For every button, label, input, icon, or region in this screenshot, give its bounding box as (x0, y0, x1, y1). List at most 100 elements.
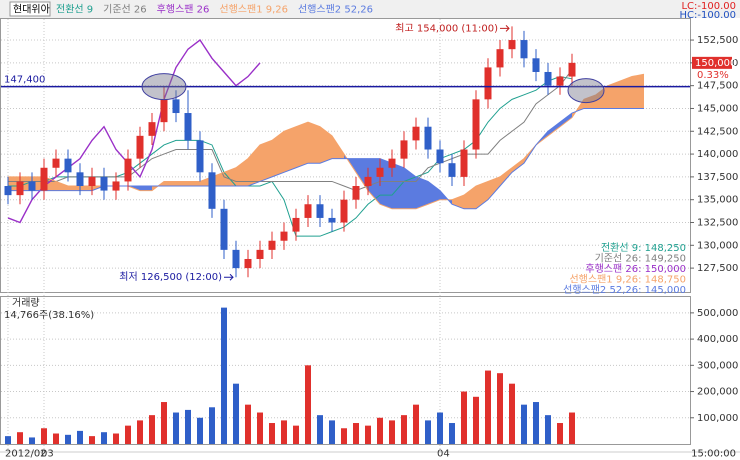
candle-body (280, 231, 288, 241)
indicator-line (7, 39, 261, 224)
volume-bar (101, 432, 107, 444)
candle-body (340, 199, 348, 223)
series-toggle[interactable]: 기준선 26 (103, 4, 147, 16)
candle-body (304, 204, 312, 218)
candle-body (484, 67, 492, 100)
candle-body (76, 172, 84, 187)
candle-body (172, 99, 180, 114)
low-annotation: 최저 126,500 (12:00) (119, 271, 222, 283)
stock-name: 현대위아 (13, 3, 50, 16)
y-tick-label: 152,500 (697, 35, 738, 46)
last-value-label: 기준선 26: 149,250 (595, 253, 686, 265)
volume-bar (245, 404, 251, 444)
last-value-label: 전환선 9: 148,250 (601, 242, 686, 254)
y-tick-label: 127,500 (697, 263, 738, 274)
candle-body (124, 158, 132, 182)
highlight-oval (567, 78, 605, 104)
last-value-label: 선행스팬1 9,26: 148,750 (569, 274, 686, 286)
candle-body (388, 158, 396, 168)
volume-bar (17, 432, 23, 444)
cloud-segment (416, 176, 428, 209)
candle-body (208, 172, 216, 209)
y-tick-label: 145,000 (697, 103, 738, 114)
y-tick-label: 135,000 (697, 195, 738, 206)
toolbar (0, 0, 740, 18)
candle-body (412, 126, 420, 141)
cloud-segment (188, 181, 200, 187)
y-tick-label: 300,000 (697, 360, 738, 371)
x-tick-label: 04 (437, 449, 450, 460)
price-pane (0, 18, 691, 293)
volume-bar (77, 430, 83, 444)
candle-body (232, 249, 240, 269)
volume-title: 거래량 (12, 297, 40, 309)
x-tick-label: 2012/02 (5, 449, 47, 460)
volume-bar (149, 415, 155, 444)
cloud-segment (332, 135, 344, 159)
volume-bar (413, 404, 419, 444)
volume-bar (365, 425, 371, 444)
candle-body (532, 58, 540, 72)
volume-bar (269, 423, 275, 444)
candle-body (316, 204, 324, 218)
candle-body (544, 71, 552, 86)
volume-bar (89, 436, 95, 444)
cloud-segment (464, 186, 476, 209)
candle-body (424, 126, 432, 150)
cloud-segment (224, 167, 236, 187)
volume-bar (197, 417, 203, 444)
series-toggle[interactable]: 선행스팬1 9,26 (219, 4, 288, 16)
cloud-segment (608, 81, 620, 109)
volume-bar (461, 391, 467, 444)
candle-body (40, 167, 48, 191)
candle-body (328, 217, 336, 223)
cloud-segment (320, 126, 332, 164)
volume-bar (209, 407, 215, 444)
volume-bar (233, 383, 239, 444)
candle-body (88, 176, 96, 187)
cloud-segment (140, 186, 152, 191)
volume-bar (533, 402, 539, 444)
price-tag (692, 56, 732, 69)
cloud-segment (512, 158, 524, 173)
candle-body (448, 163, 456, 177)
candle-body (256, 249, 264, 259)
high-annotation: 최고 154,000 (11:00) (395, 22, 498, 34)
series-toggle[interactable]: 후행스팬 26 (157, 4, 210, 16)
cloud-segment (68, 186, 80, 191)
volume-bar (497, 373, 503, 444)
stock-box[interactable] (9, 1, 51, 17)
cloud-segment (308, 122, 320, 164)
volume-pane (0, 296, 691, 445)
volume-bar (341, 428, 347, 444)
cloud-segment (296, 122, 308, 168)
volume-bar (305, 365, 311, 444)
volume-subtitle: 14,766주(38.16%) (4, 310, 94, 321)
candle-body (472, 99, 480, 150)
x-tick-label: 03 (41, 449, 54, 460)
series-toggle[interactable]: 선행스팬2 52,26 (298, 4, 373, 16)
volume-bar (557, 423, 563, 444)
candle-body (292, 217, 300, 232)
candle-body (16, 181, 24, 196)
volume-bar (377, 417, 383, 444)
volume-bar (65, 434, 71, 444)
cloud-segment (620, 76, 632, 109)
volume-bar (353, 423, 359, 444)
volume-bar (545, 415, 551, 444)
cloud-segment (56, 181, 68, 191)
volume-bar (185, 409, 191, 444)
series-toggle[interactable]: 전환선 9 (56, 4, 93, 16)
y-tick-label: 100,000 (697, 413, 738, 424)
high-arrow (500, 25, 510, 32)
candle-body (184, 113, 192, 141)
volume-bar (221, 307, 227, 444)
volume-bar (449, 423, 455, 444)
volume-bar (329, 420, 335, 444)
candle-body (4, 186, 12, 196)
cloud-segment (548, 122, 560, 136)
y-tick-label: 400,000 (697, 334, 738, 345)
candle-body (376, 167, 384, 177)
candle-body (100, 176, 108, 191)
cloud-segment (500, 167, 512, 187)
